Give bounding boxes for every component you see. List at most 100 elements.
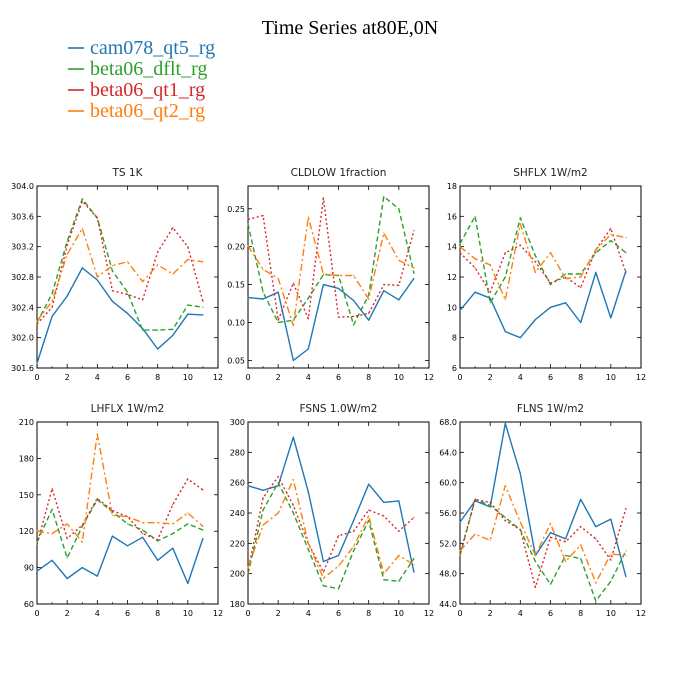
y-tick-label: 0.15: [227, 281, 245, 290]
data-point: [474, 498, 476, 500]
data-point: [625, 550, 627, 552]
series-line-cam078_qt5_rg: [459, 270, 627, 339]
panel-title: FSNS 1.0W/m2: [300, 403, 378, 415]
data-point: [489, 302, 491, 304]
data-point: [111, 514, 114, 517]
data-point: [307, 491, 309, 493]
data-point: [610, 518, 612, 520]
data-point: [504, 331, 506, 333]
data-point: [368, 509, 370, 511]
data-point: [187, 512, 189, 514]
data-point: [625, 236, 627, 239]
data-point: [111, 535, 114, 537]
data-point: [51, 508, 53, 510]
series-line-beta06_qt2_rg: [36, 227, 204, 322]
series-line-beta06_qt2_rg: [247, 216, 415, 327]
data-point: [126, 293, 129, 296]
data-point: [534, 586, 537, 588]
data-point: [111, 270, 114, 272]
y-tick-label: 302.0: [11, 334, 34, 343]
data-point: [36, 543, 38, 546]
x-tick-label: 0: [245, 609, 250, 618]
data-point: [549, 306, 552, 308]
data-point: [262, 489, 264, 491]
x-tick-label: 10: [183, 609, 193, 618]
data-point: [157, 539, 159, 541]
data-point: [262, 524, 264, 526]
data-point: [81, 267, 83, 269]
data-point: [247, 567, 249, 569]
y-tick-label: 260: [230, 479, 245, 488]
x-tick-label: 2: [488, 609, 493, 618]
data-point: [474, 291, 476, 293]
data-point: [172, 533, 174, 535]
data-point: [81, 524, 83, 526]
data-point: [383, 290, 385, 292]
data-point: [96, 575, 98, 577]
x-tick-label: 2: [65, 609, 70, 618]
panel-2: CLDLOW 1fraction 0 2 4 6 8 10 12 0.05 0.10 0.15 0.2…: [227, 167, 434, 382]
data-point: [413, 230, 415, 232]
data-point: [398, 554, 400, 557]
data-point: [141, 329, 144, 331]
y-tick-label: 68.0: [439, 418, 457, 427]
x-tick-label: 12: [213, 373, 223, 382]
data-point: [474, 258, 476, 260]
data-point: [337, 316, 340, 318]
data-point: [307, 297, 309, 299]
series-line-beta06_qt1_rg: [36, 200, 204, 325]
panel-title: SHFLX 1W/m2: [513, 167, 588, 179]
data-point: [277, 319, 279, 321]
x-tick-label: 6: [125, 609, 130, 618]
data-point: [564, 538, 567, 540]
data-point: [322, 571, 325, 573]
x-tick-label: 10: [394, 609, 404, 618]
x-tick-label: 6: [336, 609, 341, 618]
data-point: [504, 516, 506, 519]
data-point: [474, 215, 476, 217]
data-point: [36, 570, 38, 572]
x-tick-label: 8: [155, 609, 160, 618]
data-point: [307, 542, 309, 544]
data-point: [489, 501, 491, 503]
data-point: [202, 314, 204, 316]
y-tick-label: 150: [19, 491, 34, 500]
y-tick-label: 14: [447, 243, 457, 252]
data-point: [413, 571, 415, 573]
series-line-cam078_qt5_rg: [247, 278, 415, 362]
data-point: [111, 265, 114, 267]
legend: cam078_qt5_rgbeta06_dflt_rgbeta06_qt1_rg…: [68, 37, 215, 122]
data-point: [66, 244, 68, 246]
data-point: [141, 536, 144, 538]
data-point: [368, 515, 370, 517]
series-line-beta06_qt1_rg: [247, 475, 415, 573]
data-point: [549, 536, 552, 538]
data-point: [534, 554, 537, 557]
data-point: [202, 489, 204, 491]
data-point: [81, 227, 83, 230]
data-point: [51, 293, 53, 295]
y-tick-label: 280: [230, 448, 245, 457]
data-point: [504, 422, 506, 425]
y-tick-label: 120: [19, 527, 34, 536]
y-tick-label: 302.4: [11, 303, 34, 312]
panel-4: LHFLX 1W/m2 0 2 4 6 8 10 12 60 90 120 150 180 210: [19, 403, 223, 618]
data-point: [111, 290, 114, 292]
data-point: [459, 252, 461, 254]
data-point: [383, 515, 385, 517]
panels-grid: TS 1K 0 2 4 6 8 10 12 301.6 302.0 302.4 302.8 303.2 3…: [11, 167, 646, 618]
data-point: [337, 535, 340, 537]
y-tick-label: 44.0: [439, 600, 457, 609]
series-line-beta06_qt2_rg: [247, 478, 415, 579]
data-point: [277, 485, 279, 487]
data-point: [519, 217, 521, 219]
series-line-cam078_qt5_rg: [459, 422, 627, 577]
series-line-beta06_qt1_rg: [247, 197, 415, 321]
x-tick-label: 12: [424, 373, 434, 382]
data-point: [413, 563, 415, 566]
figure-title: Time Series at80E,0N: [262, 17, 438, 39]
series-line-cam078_qt5_rg: [36, 535, 204, 585]
panel-title: FLNS 1W/m2: [517, 403, 584, 415]
data-point: [549, 282, 552, 284]
